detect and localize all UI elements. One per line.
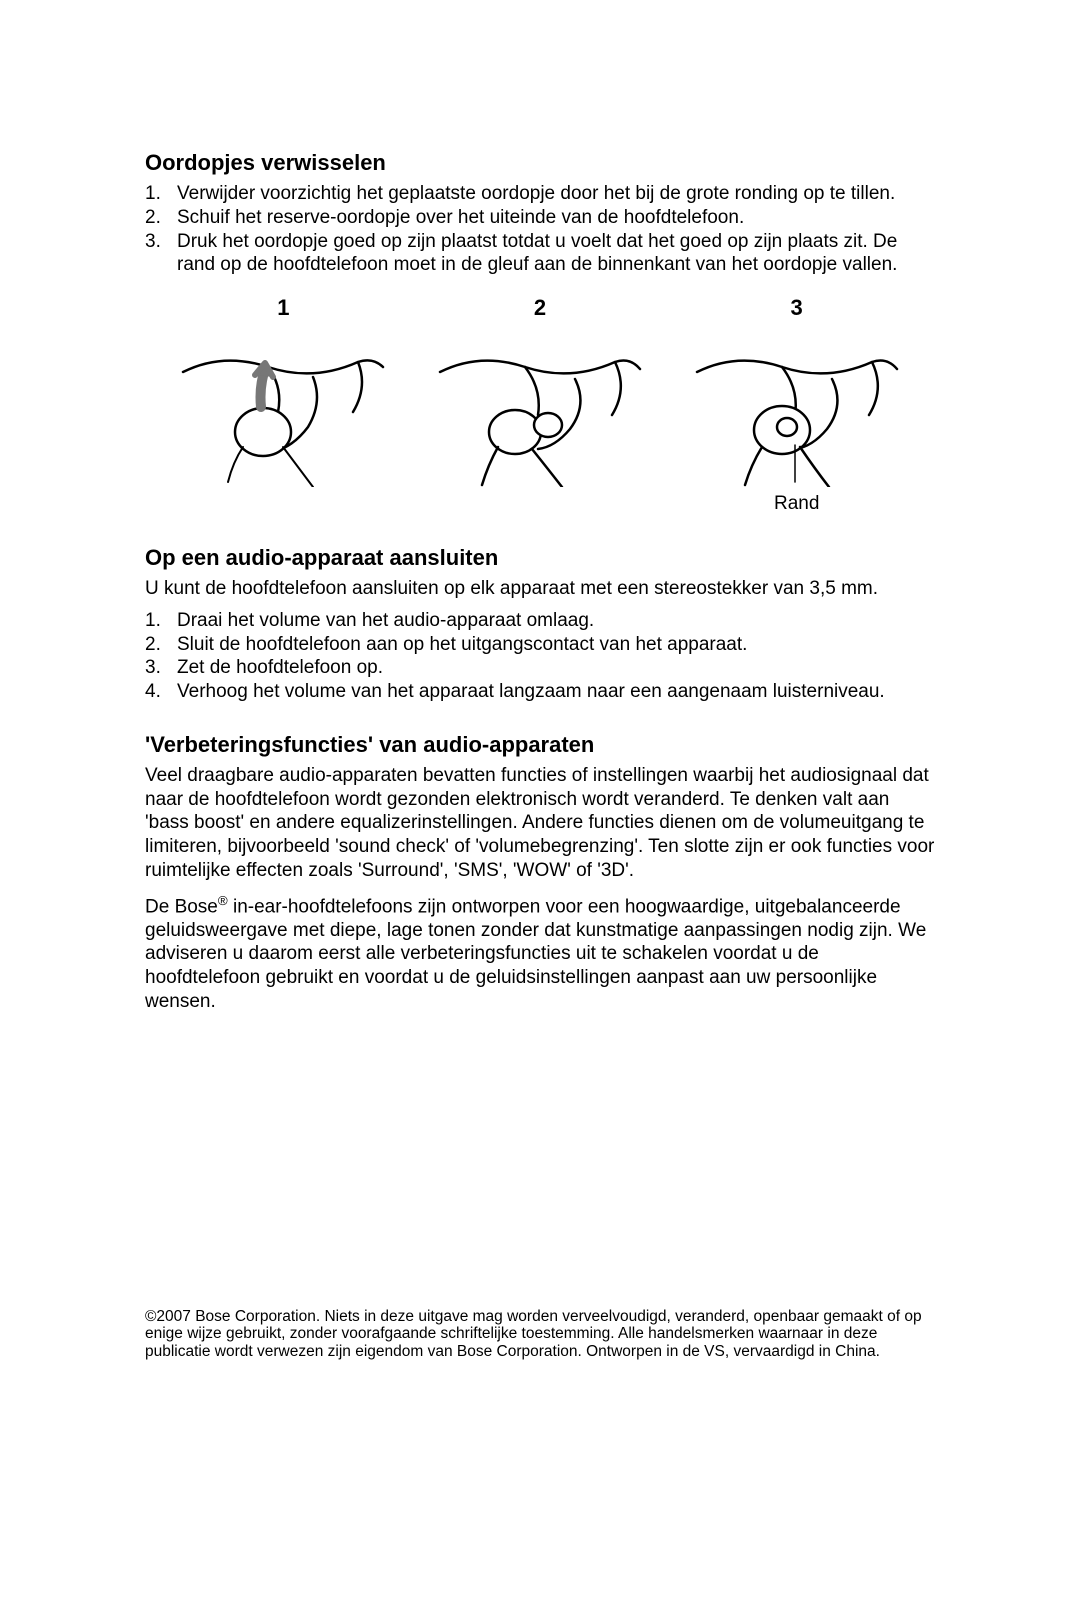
step-item: Sluit de hoofdtelefoon aan op het uitgan… — [145, 633, 935, 657]
step-item: Zet de hoofdtelefoon op. — [145, 656, 935, 680]
figure-number: 2 — [534, 295, 546, 321]
step-item: Draai het volume van het audio-apparaat … — [145, 609, 935, 633]
figure-1: 1 — [155, 295, 412, 517]
intro-section2: U kunt de hoofdtelefoon aansluiten op el… — [145, 577, 935, 601]
figure-number: 3 — [791, 295, 803, 321]
illustration-slide-tip — [430, 327, 650, 487]
steps-section1: Verwijder voorzichtig het geplaatste oor… — [145, 182, 935, 277]
figure-3: 3 Rand — [668, 295, 925, 517]
para-section3-2: De Bose® in-ear-hoofdtelefoons zijn ontw… — [145, 893, 935, 1014]
para-section3-1: Veel draagbare audio-apparaten bevatten … — [145, 764, 935, 883]
figure-caption: Rand — [774, 493, 819, 517]
illustration-press-tip — [687, 327, 907, 487]
heading-section2: Op een audio-apparaat aansluiten — [145, 545, 935, 571]
steps-section2: Draai het volume van het audio-apparaat … — [145, 609, 935, 704]
para3-pre: De Bose — [145, 896, 218, 917]
illustration-remove-tip — [173, 327, 393, 487]
step-item: Verhoog het volume van het apparaat lang… — [145, 680, 935, 704]
figure-number: 1 — [277, 295, 289, 321]
heading-section3: 'Verbeteringsfuncties' van audio-apparat… — [145, 732, 935, 758]
step-item: Schuif het reserve-oordopje over het uit… — [145, 206, 935, 230]
para3-post: in-ear-hoofdtelefoons zijn ontworpen voo… — [145, 896, 926, 1012]
figure-2: 2 — [412, 295, 669, 517]
step-item: Verwijder voorzichtig het geplaatste oor… — [145, 182, 935, 206]
legal-footer: ©2007 Bose Corporation. Niets in deze ui… — [145, 1308, 935, 1360]
step-item: Druk het oordopje goed op zijn plaatst t… — [145, 230, 935, 278]
heading-section1: Oordopjes verwisselen — [145, 150, 935, 176]
registered-icon: ® — [218, 893, 228, 908]
figure-row: 1 2 — [145, 295, 935, 517]
